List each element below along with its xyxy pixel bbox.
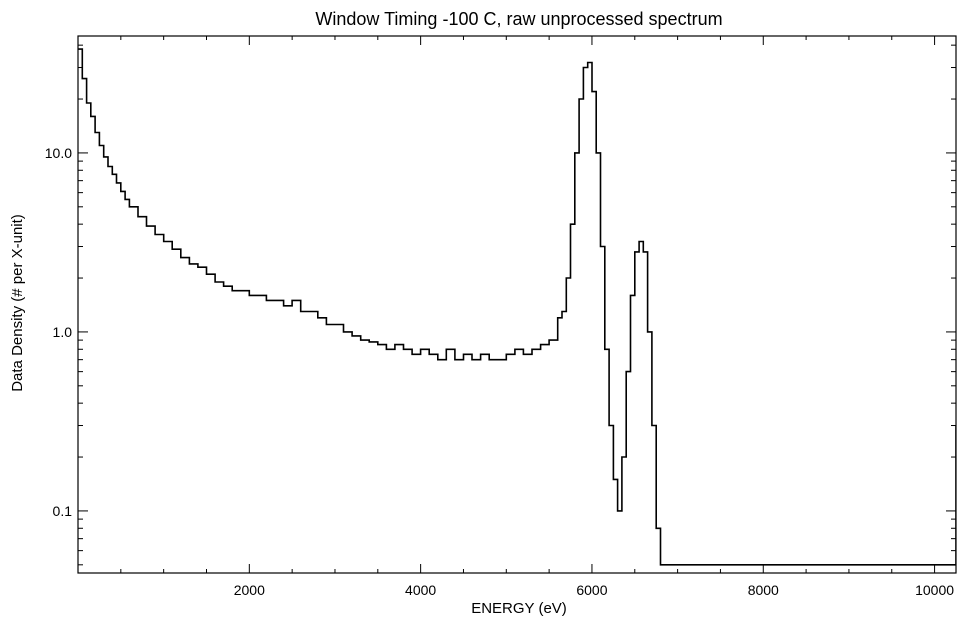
spectrum-series-line	[78, 48, 956, 566]
plot-area: 2000 4000 6000 8000 10000 0.1 1.0 10.0	[45, 35, 957, 598]
x-tick-label: 10000	[915, 582, 954, 598]
y-tick-label: 0.1	[53, 503, 73, 519]
chart-title: Window Timing -100 C, raw unprocessed sp…	[315, 9, 722, 29]
plot-frame	[77, 35, 957, 574]
y-tick-label: 10.0	[45, 145, 72, 161]
y-tick-label: 1.0	[53, 324, 73, 340]
x-tick-label: 8000	[748, 582, 779, 598]
y-axis-label: Data Density (# per X-unit)	[9, 214, 26, 392]
x-tick-label: 2000	[234, 582, 265, 598]
x-axis-label: ENERGY (eV)	[471, 600, 567, 617]
x-tick-label: 6000	[576, 582, 607, 598]
x-tick-label: 4000	[405, 582, 436, 598]
